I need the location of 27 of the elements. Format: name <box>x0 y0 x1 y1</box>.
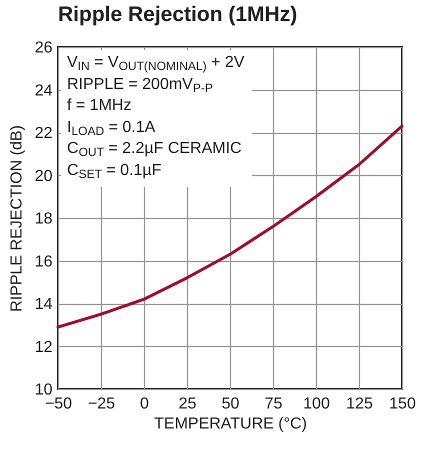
y-axis-title: RIPPLE REJECTION (dB) <box>8 125 26 312</box>
annotation: C$_{OUT}$ = 2.2µF CERAMIC <box>67 139 243 160</box>
x-tick-label: 75 <box>264 396 282 412</box>
x-tick-label: 100 <box>303 396 330 412</box>
x-tick-label: 25 <box>178 396 196 412</box>
y-tick-label: 10 <box>34 382 53 398</box>
annotation: I$_{LOAD}$ = 0.1A <box>67 118 156 138</box>
y-tick-label: 26 <box>34 40 53 56</box>
x-tick-label: 125 <box>346 396 373 412</box>
chart-title: Ripple Rejection (1MHz) <box>58 3 298 26</box>
x-tick-label: 50 <box>222 396 240 412</box>
x-tick-label: −25 <box>88 396 116 412</box>
x-tick-label: −50 <box>44 396 72 412</box>
x-tick-label: 0 <box>140 396 150 412</box>
y-tick-label: 16 <box>34 253 53 270</box>
annotation: C$_{SET}$ = 0.1µF <box>67 160 162 181</box>
y-tick-label: 12 <box>34 338 53 356</box>
annotation: f = 1MHz <box>67 96 132 116</box>
annotation: V$_{IN}$ = V$_{OUT(NOMINAL)}$ + 2V <box>67 53 244 74</box>
x-tick-label: 150 <box>389 396 416 412</box>
x-axis-title: TEMPERATURE (°C) <box>154 416 307 432</box>
y-tick-label: 22 <box>34 125 53 142</box>
annotation: RIPPLE = 200mV$_{P-P}$ <box>67 74 214 95</box>
y-tick-label: 18 <box>34 210 53 228</box>
y-tick-label: 14 <box>34 296 53 313</box>
y-tick-label: 20 <box>34 168 53 185</box>
y-tick-label: 24 <box>34 82 53 100</box>
